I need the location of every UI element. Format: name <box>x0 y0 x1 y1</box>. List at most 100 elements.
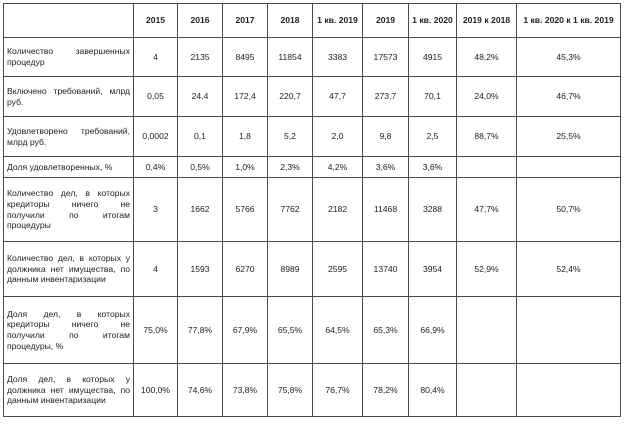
table-cell: 13740 <box>362 241 409 297</box>
table-cell: 75,8% <box>267 363 313 417</box>
header-cell-2019: 2019 <box>362 3 409 38</box>
table-row: Доля удовлетворенных, % 0,4% 0,5% 1,0% 2… <box>3 156 621 178</box>
table-cell: 8989 <box>267 241 313 297</box>
row-label: Количество дел, в которых кредиторы ниче… <box>3 177 134 242</box>
header-cell-2017: 2017 <box>222 3 268 38</box>
table-cell: 24,0% <box>456 76 517 117</box>
table-cell <box>516 296 621 364</box>
table-cell: 46,7% <box>516 76 621 117</box>
table-cell: 80,4% <box>408 363 457 417</box>
table-row: Количество завершенных процедур 4 2135 8… <box>3 37 621 77</box>
table-cell: 2,0 <box>312 116 363 157</box>
table-cell <box>456 296 517 364</box>
table-cell <box>456 156 517 178</box>
table-cell: 0,5% <box>177 156 223 178</box>
row-label: Включено требований, млрд руб. <box>3 76 134 117</box>
header-cell-q1-2020: 1 кв. 2020 <box>408 3 457 38</box>
table-cell: 172,4 <box>222 76 268 117</box>
table-cell: 1593 <box>177 241 223 297</box>
table-cell: 47,7 <box>312 76 363 117</box>
table-cell: 4 <box>133 241 178 297</box>
header-cell-q1-2019: 1 кв. 2019 <box>312 3 363 38</box>
table-row: Количество дел, в которых у должника нет… <box>3 241 621 297</box>
table-cell: 3954 <box>408 241 457 297</box>
row-label: Доля дел, в которых у должника нет имуще… <box>3 363 134 417</box>
table-row: Количество дел, в которых кредиторы ниче… <box>3 177 621 242</box>
table-cell: 76,7% <box>312 363 363 417</box>
table-cell: 2,5 <box>408 116 457 157</box>
table-cell: 9,8 <box>362 116 409 157</box>
table-cell: 50,7% <box>516 177 621 242</box>
table-cell: 3,6% <box>362 156 409 178</box>
table-cell: 5,2 <box>267 116 313 157</box>
table-cell: 3 <box>133 177 178 242</box>
header-cell-2018: 2018 <box>267 3 313 38</box>
header-cell-empty <box>3 3 134 38</box>
header-cell-2019-vs-2018: 2019 к 2018 <box>456 3 517 38</box>
table-row: Включено требований, млрд руб. 0,05 24,4… <box>3 76 621 117</box>
table-cell: 77,8% <box>177 296 223 364</box>
table-cell: 273,7 <box>362 76 409 117</box>
table-cell: 4915 <box>408 37 457 77</box>
table-cell: 3383 <box>312 37 363 77</box>
table-cell: 1,8 <box>222 116 268 157</box>
table-cell: 3,6% <box>408 156 457 178</box>
table-cell: 65,5% <box>267 296 313 364</box>
table-cell: 52,9% <box>456 241 517 297</box>
table-cell: 45,3% <box>516 37 621 77</box>
table-cell: 5766 <box>222 177 268 242</box>
row-label: Доля удовлетворенных, % <box>3 156 134 178</box>
table-cell: 88,7% <box>456 116 517 157</box>
table-cell: 4,2% <box>312 156 363 178</box>
row-label: Количество дел, в которых у должника нет… <box>3 241 134 297</box>
table-cell: 4 <box>133 37 178 77</box>
table-cell: 67,9% <box>222 296 268 364</box>
table-cell <box>516 363 621 417</box>
table-cell: 0,4% <box>133 156 178 178</box>
table-cell: 1662 <box>177 177 223 242</box>
table-cell: 2182 <box>312 177 363 242</box>
table-cell: 0,05 <box>133 76 178 117</box>
table-cell: 25,5% <box>516 116 621 157</box>
table-cell: 6270 <box>222 241 268 297</box>
table-row: Доля дел, в которых у должника нет имуще… <box>3 363 621 417</box>
table-cell: 66,9% <box>408 296 457 364</box>
table-cell: 2135 <box>177 37 223 77</box>
table-cell: 64,5% <box>312 296 363 364</box>
table-cell: 70,1 <box>408 76 457 117</box>
table-cell: 8495 <box>222 37 268 77</box>
table-cell: 75,0% <box>133 296 178 364</box>
table-cell: 0,1 <box>177 116 223 157</box>
table-cell: 11468 <box>362 177 409 242</box>
table-cell: 7762 <box>267 177 313 242</box>
table-cell: 220,7 <box>267 76 313 117</box>
bankruptcy-statistics-table: 2015 2016 2017 2018 1 кв. 2019 2019 1 кв… <box>3 3 621 417</box>
table-cell: 2595 <box>312 241 363 297</box>
table-cell <box>456 363 517 417</box>
table-cell: 47,7% <box>456 177 517 242</box>
table-cell: 1,0% <box>222 156 268 178</box>
table-cell: 100,0% <box>133 363 178 417</box>
table-cell: 0,0002 <box>133 116 178 157</box>
table-cell: 48,2% <box>456 37 517 77</box>
row-label: Доля дел, в которых кредиторы ничего не … <box>3 296 134 364</box>
table-cell: 52,4% <box>516 241 621 297</box>
table-cell <box>516 156 621 178</box>
table-cell: 3288 <box>408 177 457 242</box>
table-cell: 74,6% <box>177 363 223 417</box>
table-cell: 78,2% <box>362 363 409 417</box>
table-cell: 11854 <box>267 37 313 77</box>
row-label: Удовлетворено требований, млрд руб. <box>3 116 134 157</box>
header-cell-q1-2020-vs-q1-2019: 1 кв. 2020 к 1 кв. 2019 <box>516 3 621 38</box>
header-cell-2016: 2016 <box>177 3 223 38</box>
header-cell-2015: 2015 <box>133 3 178 38</box>
table-row: Доля дел, в которых кредиторы ничего не … <box>3 296 621 364</box>
table-row: Удовлетворено требований, млрд руб. 0,00… <box>3 116 621 157</box>
header-row: 2015 2016 2017 2018 1 кв. 2019 2019 1 кв… <box>3 3 621 38</box>
table-cell: 2,3% <box>267 156 313 178</box>
table-cell: 73,8% <box>222 363 268 417</box>
table-cell: 17573 <box>362 37 409 77</box>
table-cell: 65,3% <box>362 296 409 364</box>
row-label: Количество завершенных процедур <box>3 37 134 77</box>
table-cell: 24,4 <box>177 76 223 117</box>
